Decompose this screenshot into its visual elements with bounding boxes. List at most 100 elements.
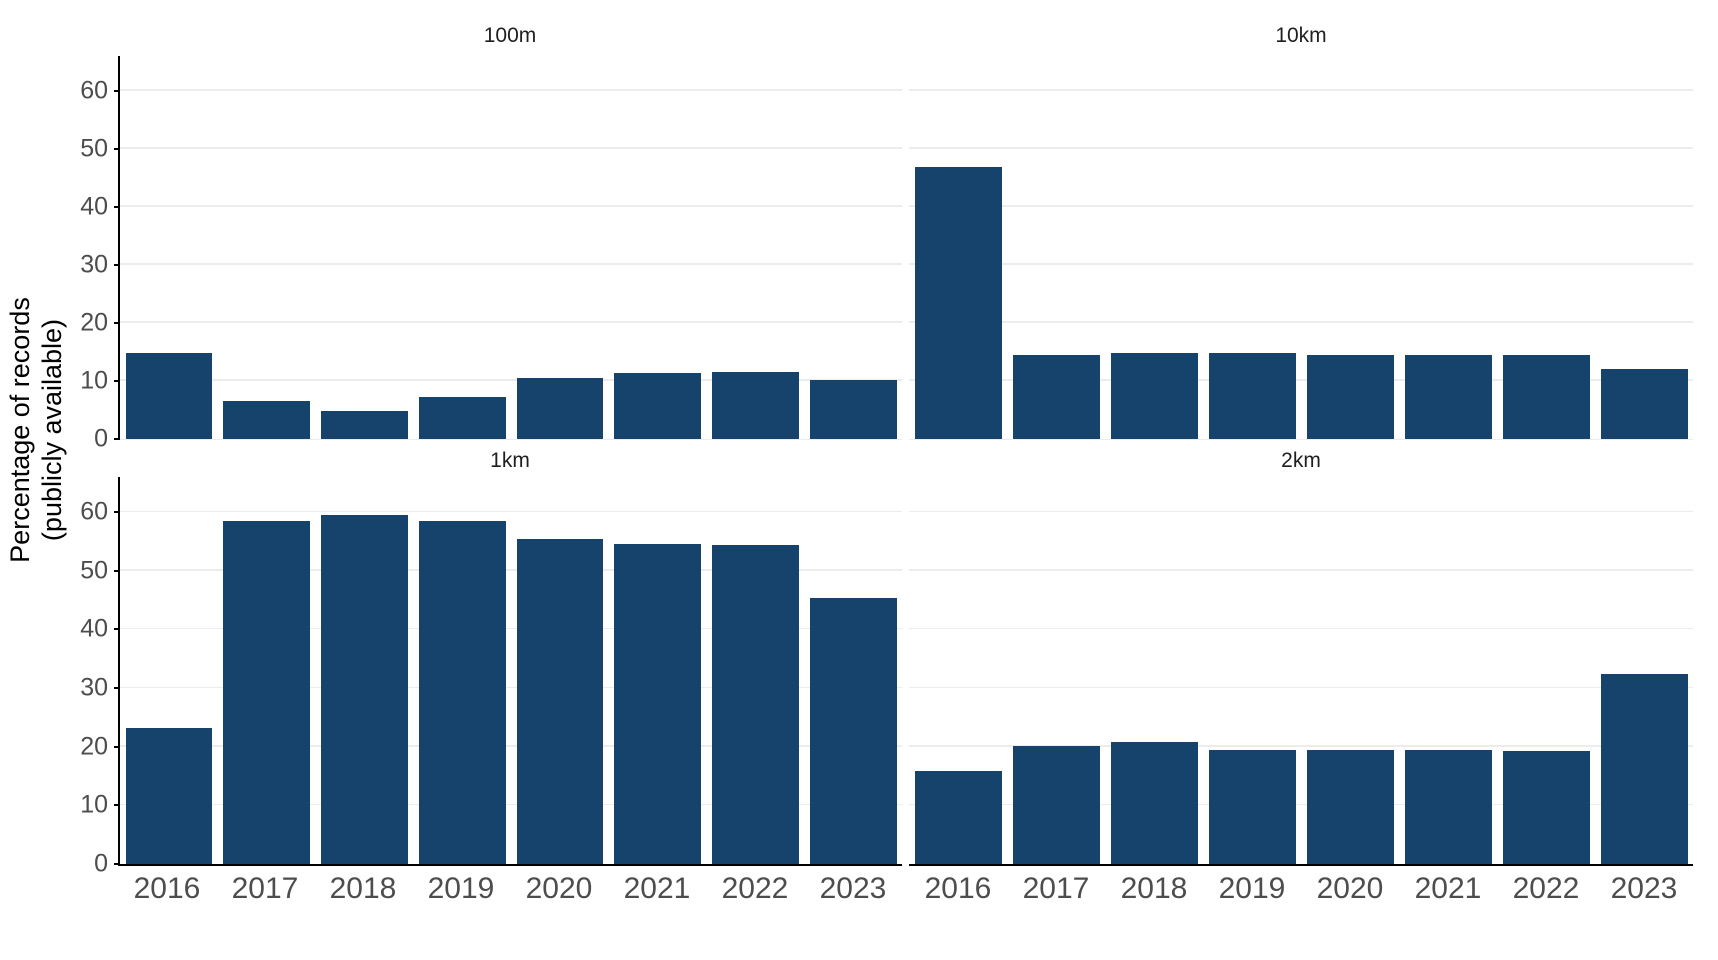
bars-2km [909,477,1693,864]
facet-100m: 100m 0 10 20 30 40 50 60 [80,0,902,451]
x-tick-label-2019: 2019 [427,872,495,905]
y-axis-title-line1: Percentage of records [5,297,36,563]
x-tick-label-2022: 2022 [721,872,789,905]
y-tick-label-20: 20 [80,308,108,337]
gridline-60 [909,89,1693,91]
plot-area-100m: 0 10 20 30 40 50 60 [80,56,902,451]
gridline-30 [120,686,902,689]
x-tick-label-2021: 2021 [623,872,691,905]
gridline-20 [909,321,1693,323]
y-tick-mark-50 [114,569,120,572]
y-tick-label-20: 20 [80,732,108,761]
y-tick-label-0: 0 [94,849,108,878]
y-tick-mark-40 [114,205,120,208]
gridline-40 [909,627,1693,630]
bar-1km-2022 [712,545,799,864]
y-tick-mark-60 [114,89,120,92]
bar-2km-2023 [1600,674,1688,864]
gridline-30 [909,263,1693,265]
bar-10km-2018 [1110,353,1198,439]
y-tick-label-50: 50 [80,556,108,585]
gridline-10 [909,803,1693,806]
y-tick-mark-60 [114,511,120,514]
y-tick-label-50: 50 [80,134,108,163]
gridline-60 [120,510,902,513]
bar-1km-2016 [125,727,213,864]
bar-1km-2023 [809,598,897,864]
gridline-50 [909,147,1693,149]
y-tick-label-0: 0 [94,424,108,453]
plot-area-10km [909,56,1693,440]
bar-1km-2021 [614,543,701,864]
bar-1km-2019 [418,520,506,864]
bar-10km-2023 [1600,368,1688,439]
bar-100m-2023 [809,380,897,439]
x-axis-labels-1km: 2016 2017 2018 2019 2020 2021 2022 2023 [118,866,902,912]
x-tick-label-2023: 2023 [819,872,887,905]
facet-grid: 100m 0 10 20 30 40 50 60 10km 1km 0 10 20 30 40 50 6… [80,0,1693,912]
x-tick-label-2018: 2018 [1120,872,1188,905]
bar-1km-2018 [321,515,408,864]
gridline-10 [120,803,902,806]
gridline-40 [120,627,902,630]
bars-100m [120,56,902,439]
bars-10km [909,56,1693,439]
y-tick-label-40: 40 [80,192,108,221]
bar-1km-2017 [223,520,310,864]
y-tick-label-10: 10 [80,790,108,819]
y-axis-title: Percentage of records (publicly availabl… [5,297,69,563]
facet-2km: 2km 2016 2017 2018 2019 2020 2021 2022 2023 [909,440,1693,912]
x-tick-label-2018: 2018 [329,872,397,905]
gridline-10 [909,379,1693,381]
y-tick-label-30: 30 [80,673,108,702]
x-tick-label-2022: 2022 [1512,872,1580,905]
y-tick-mark-30 [114,687,120,690]
panel-title-100m: 100m [483,24,537,47]
bar-1km-2020 [516,539,604,864]
panel-title-1km: 1km [490,449,530,472]
y-tick-mark-10 [114,379,120,382]
gridline-20 [120,321,902,323]
bar-10km-2021 [1404,355,1492,439]
bar-2km-2022 [1502,750,1590,864]
panel-title-10km: 10km [1275,24,1327,47]
gridline-40 [909,205,1693,207]
bar-2km-2016 [914,771,1002,864]
y-tick-mark-30 [114,263,120,266]
y-tick-label-40: 40 [80,614,108,643]
gridline-50 [909,569,1693,571]
bar-100m-2017 [223,400,310,439]
x-tick-label-2023: 2023 [1610,872,1678,905]
bar-10km-2022 [1502,354,1590,439]
bar-10km-2019 [1208,353,1296,439]
bar-100m-2022 [712,371,799,439]
x-tick-label-2017: 2017 [231,872,299,905]
y-tick-label-60: 60 [80,497,108,526]
y-tick-label-60: 60 [80,76,108,105]
y-tick-mark-10 [114,804,120,807]
y-tick-mark-40 [114,628,120,631]
gridline-40 [120,205,902,207]
bar-2km-2017 [1012,745,1100,864]
x-axis-labels-2km: 2016 2017 2018 2019 2020 2021 2022 2023 [909,866,1693,912]
x-tick-label-2020: 2020 [1316,872,1384,905]
y-tick-label-10: 10 [80,366,108,395]
x-tick-label-2020: 2020 [525,872,593,905]
gridline-20 [909,745,1693,747]
plot-area-2km [909,477,1693,866]
x-tick-label-2016: 2016 [924,872,992,905]
y-tick-mark-0 [114,438,120,440]
facet-10km: 10km [909,0,1693,440]
bars-1km [120,477,902,864]
plot-area-1km: 0 10 20 30 40 50 60 [80,477,902,876]
bar-10km-2020 [1306,355,1394,439]
x-tick-label-2019: 2019 [1218,872,1286,905]
y-tick-mark-20 [114,321,120,324]
gridline-30 [909,686,1693,689]
bar-100m-2016 [125,352,213,439]
bar-100m-2020 [516,378,604,439]
gridline-20 [120,745,902,747]
bar-2km-2021 [1404,749,1492,864]
gridline-50 [120,569,902,571]
